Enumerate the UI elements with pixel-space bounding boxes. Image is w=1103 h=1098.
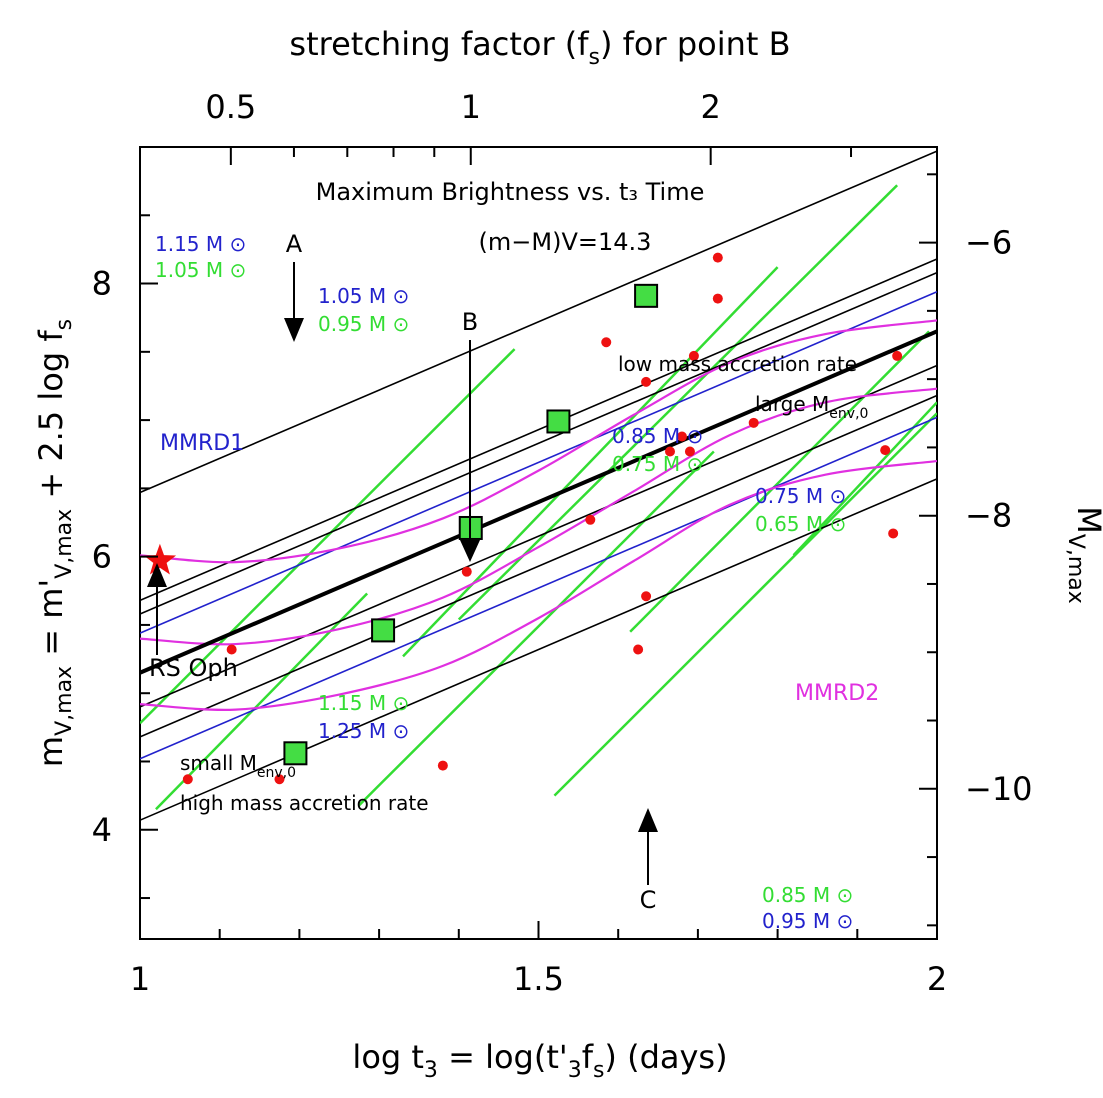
nova-point-1 — [182, 774, 193, 785]
label-rs-oph: RS Oph — [149, 654, 238, 682]
nova-point-13 — [880, 445, 891, 456]
top-tick-label: 1 — [461, 88, 481, 126]
label-point-a: A — [286, 230, 303, 258]
arrow-b — [460, 340, 480, 562]
tick-layer — [139, 146, 938, 939]
y-left-tick-label: 4 — [92, 811, 112, 849]
nova-point-10 — [676, 431, 687, 442]
black-line-2 — [140, 394, 937, 738]
nova-point-7 — [633, 644, 644, 655]
nova-point-3 — [437, 760, 448, 771]
svg-text:1.05 M ⊙: 1.05 M ⊙ — [318, 284, 409, 308]
green-line-2 — [140, 348, 516, 725]
model-square-4 — [546, 409, 571, 434]
blue-line-1 — [140, 416, 937, 760]
x-tick-label: 1 — [130, 960, 150, 998]
mass-label-pair-5: 1.15 M ⊙ 1.25 M ⊙ — [318, 691, 409, 743]
nova-point-20 — [892, 350, 903, 361]
nova-point-17 — [688, 350, 699, 361]
tick-label-layer: 1 1.5 2 0.5 1 2 4 6 8 −10 −8 −6 — [92, 88, 1033, 998]
svg-text:1.05 M ⊙: 1.05 M ⊙ — [155, 258, 246, 282]
low-rate-label: low mass accretion rate — [618, 352, 857, 376]
nova-point-5 — [461, 566, 472, 577]
svg-text:0.85 M ⊙: 0.85 M ⊙ — [612, 424, 703, 448]
model-square-5 — [634, 283, 659, 308]
line-layer — [140, 150, 937, 821]
mass-label-pair-2: 1.05 M ⊙ 0.95 M ⊙ — [318, 284, 409, 336]
mass-label-pair-4: 0.75 M ⊙ 0.65 M ⊙ — [755, 484, 846, 536]
nova-point-6 — [585, 514, 596, 525]
svg-text:0.95 M ⊙: 0.95 M ⊙ — [318, 312, 409, 336]
mass-label-pair-6: 0.85 M ⊙ 0.95 M ⊙ — [762, 883, 853, 933]
mmrd2-curve-3 — [140, 319, 937, 564]
arrow-c — [638, 808, 658, 885]
nova-point-4 — [226, 644, 237, 655]
svg-text:1.25 M ⊙: 1.25 M ⊙ — [318, 719, 409, 743]
green-line-1 — [155, 592, 369, 811]
nova-point-12 — [748, 417, 759, 428]
top-tick-label: 2 — [700, 88, 720, 126]
nova-point-2 — [274, 774, 285, 785]
distance-modulus-label: (m−M)V=14.3 — [479, 228, 652, 256]
nova-point-18 — [712, 293, 723, 304]
top-axis-title: stretching factor (fs) for point B — [289, 25, 790, 70]
label-mmrd2: MMRD2 — [795, 681, 879, 706]
mass-label-pair-3: 0.85 M ⊙ 0.75 M ⊙ — [612, 424, 703, 476]
label-point-c: C — [640, 886, 657, 914]
x-axis-title: log t3 = log(t'3fs) (days) — [352, 1038, 727, 1083]
svg-text:0.75 M ⊙: 0.75 M ⊙ — [755, 484, 846, 508]
mmrd2-curve-2 — [140, 387, 937, 646]
large-menv-label: large Menv,0 — [755, 392, 868, 422]
nova-point-9 — [665, 446, 676, 457]
svg-text:0.95 M ⊙: 0.95 M ⊙ — [762, 909, 853, 933]
chart-title: Maximum Brightness vs. t₃ Time — [316, 178, 705, 206]
y-left-tick-label: 8 — [92, 265, 112, 303]
black-line-5 — [140, 258, 937, 602]
y-axis-left-title: mV,max = m'V,max + 2.5 log fs — [32, 319, 77, 767]
nova-point-8 — [641, 591, 652, 602]
mmrd1-line — [140, 329, 937, 675]
nova-point-11 — [684, 446, 695, 457]
svg-text:0.75 M ⊙: 0.75 M ⊙ — [612, 452, 703, 476]
black-line-4 — [140, 271, 937, 615]
mass-label-pair-1: 1.15 M ⊙ 1.05 M ⊙ — [155, 232, 246, 282]
x-tick-label: 2 — [927, 960, 947, 998]
small-menv-label: small Menv,0 — [180, 751, 296, 781]
high-rate-label: high mass accretion rate — [180, 791, 429, 815]
green-line-6 — [553, 412, 937, 797]
blue-line-2 — [140, 291, 937, 634]
point-layer — [143, 252, 903, 785]
y-axis-right-title: MV,max — [1063, 506, 1103, 604]
label-mmrd1: MMRD1 — [160, 431, 244, 456]
arrow-a — [284, 262, 304, 342]
green-line-4 — [402, 266, 779, 658]
top-tick-label: 0.5 — [205, 88, 256, 126]
y-right-tick-label: −6 — [965, 224, 1012, 262]
y-right-tick-label: −10 — [965, 770, 1033, 808]
model-square-2 — [371, 618, 396, 643]
y-right-tick-label: −8 — [965, 497, 1012, 535]
mmrd2-curve-1 — [140, 459, 937, 711]
nova-point-14 — [888, 528, 899, 539]
label-point-b: B — [462, 308, 478, 336]
rs-oph-star — [143, 543, 177, 575]
black-line-1 — [140, 478, 937, 821]
arrow-rs-oph — [147, 563, 167, 655]
svg-text:1.15 M ⊙: 1.15 M ⊙ — [155, 232, 246, 256]
svg-text:0.85 M ⊙: 0.85 M ⊙ — [762, 883, 853, 907]
x-tick-label: 1.5 — [513, 960, 564, 998]
nova-point-16 — [641, 376, 652, 387]
svg-text:0.65 M ⊙: 0.65 M ⊙ — [755, 512, 846, 536]
nova-point-15 — [601, 337, 612, 348]
y-left-tick-label: 6 — [92, 538, 112, 576]
black-line-3 — [140, 364, 937, 708]
green-line-7 — [629, 330, 930, 633]
nova-point-19 — [712, 252, 723, 263]
black-line-6 — [140, 150, 937, 494]
green-line-3 — [358, 450, 715, 807]
svg-text:1.15 M ⊙: 1.15 M ⊙ — [318, 691, 409, 715]
model-square-1 — [283, 741, 308, 766]
